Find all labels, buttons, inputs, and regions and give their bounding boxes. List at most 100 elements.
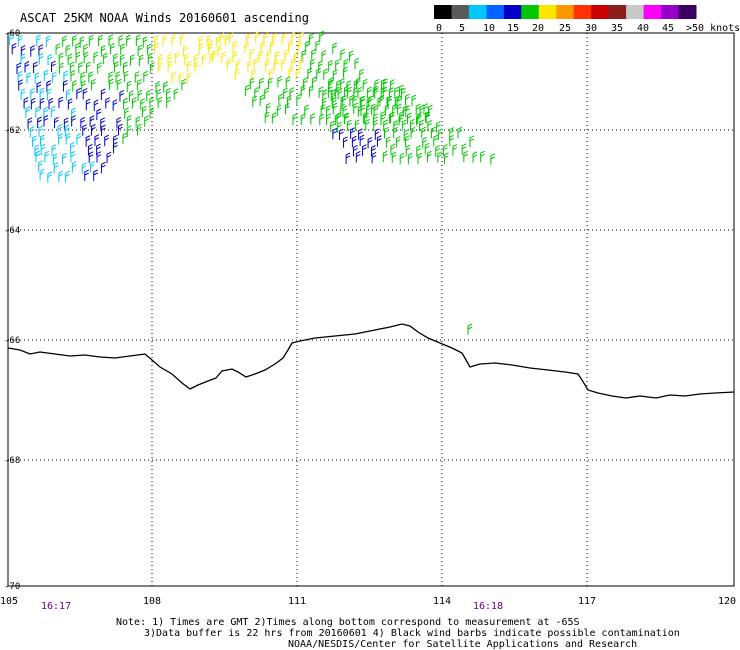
wind-barb bbox=[252, 95, 258, 108]
wind-barb bbox=[58, 52, 64, 65]
wind-barb bbox=[100, 45, 106, 57]
wind-barb bbox=[88, 34, 94, 47]
wind-barb bbox=[358, 128, 363, 140]
wind-barb bbox=[399, 110, 405, 123]
wind-barb bbox=[366, 97, 372, 109]
lon-label-117: 117 bbox=[578, 596, 596, 607]
wind-barb bbox=[43, 114, 49, 127]
wind-barb bbox=[137, 89, 143, 102]
wind-barb bbox=[81, 80, 86, 92]
wind-barb bbox=[88, 151, 94, 163]
wind-barb bbox=[424, 142, 430, 155]
legend-label-40: 40 bbox=[637, 23, 649, 34]
wind-barb bbox=[137, 79, 142, 91]
wind-barb bbox=[94, 134, 100, 146]
wind-barb bbox=[305, 40, 310, 53]
wind-barb bbox=[20, 53, 26, 65]
wind-barb bbox=[443, 152, 449, 164]
wind-barb bbox=[380, 111, 386, 123]
lat-label-70: -70 bbox=[4, 582, 20, 592]
wind-barb bbox=[249, 77, 255, 90]
wind-barb bbox=[346, 119, 352, 132]
wind-barb bbox=[157, 54, 163, 66]
wind-barb bbox=[149, 107, 155, 119]
legend-label-45: 45 bbox=[662, 23, 674, 34]
wind-barb bbox=[16, 62, 22, 74]
wind-barb bbox=[277, 75, 283, 88]
wind-barb bbox=[104, 134, 109, 147]
wind-barb bbox=[63, 117, 69, 129]
wind-barb bbox=[224, 34, 230, 46]
legend-label-35: 35 bbox=[611, 23, 623, 34]
wind-barb bbox=[355, 150, 361, 163]
wind-barb bbox=[167, 60, 173, 73]
legend-swatch bbox=[661, 5, 680, 19]
wind-barb bbox=[323, 68, 328, 80]
wind-barb bbox=[409, 118, 415, 131]
wind-barb bbox=[337, 87, 343, 100]
wind-barb bbox=[39, 97, 45, 110]
wind-barb bbox=[405, 105, 411, 117]
wind-barb bbox=[362, 78, 368, 91]
wind-barb bbox=[143, 70, 149, 83]
lon-label-114: 114 bbox=[433, 596, 451, 607]
legend-swatch bbox=[591, 5, 610, 19]
wind-barb bbox=[322, 97, 327, 109]
wind-barb bbox=[396, 95, 402, 108]
wind-barb bbox=[155, 81, 161, 93]
legend-swatch bbox=[626, 5, 645, 19]
wind-barb bbox=[318, 60, 323, 72]
wind-barb bbox=[156, 88, 162, 101]
wind-barb bbox=[399, 152, 405, 165]
wind-barb bbox=[126, 80, 132, 93]
wind-barb bbox=[181, 78, 187, 91]
wind-barb bbox=[126, 125, 132, 137]
wind-barb bbox=[109, 42, 115, 55]
wind-barb bbox=[76, 133, 82, 145]
wind-barb bbox=[303, 77, 308, 89]
wind-barb bbox=[259, 77, 264, 90]
wind-barb bbox=[362, 111, 368, 124]
wind-barb bbox=[381, 78, 386, 91]
wind-barb bbox=[332, 42, 338, 54]
wind-barb bbox=[349, 94, 355, 107]
wind-barb bbox=[374, 79, 380, 91]
wind-barb bbox=[292, 113, 298, 125]
wind-barb bbox=[388, 87, 394, 99]
wind-barb bbox=[336, 112, 342, 124]
wind-barb bbox=[472, 151, 478, 163]
wind-barb bbox=[70, 70, 76, 82]
wind-barb bbox=[430, 126, 436, 139]
wind-barb bbox=[75, 42, 81, 55]
wind-barb bbox=[116, 78, 122, 91]
wind-barb bbox=[54, 116, 59, 129]
lon-label-111: 111 bbox=[288, 596, 306, 607]
wind-barb bbox=[78, 61, 84, 74]
wind-barb bbox=[45, 35, 51, 47]
graticule bbox=[8, 33, 734, 586]
wind-barb bbox=[394, 86, 399, 99]
wind-barb bbox=[69, 61, 75, 73]
wind-barb bbox=[318, 86, 324, 98]
lon-label-105: 105 bbox=[0, 596, 18, 607]
wind-barb bbox=[126, 115, 132, 127]
wind-barb bbox=[417, 152, 423, 165]
wind-barb bbox=[345, 152, 351, 164]
legend-label-15: 15 bbox=[507, 23, 519, 34]
wind-barb bbox=[39, 168, 45, 181]
wind-barb bbox=[393, 120, 399, 132]
wind-barb bbox=[147, 53, 153, 65]
wind-barb bbox=[157, 96, 163, 109]
wind-barb bbox=[325, 105, 331, 117]
wind-barb bbox=[351, 135, 357, 148]
wind-barb bbox=[123, 97, 128, 110]
wind-barb bbox=[269, 40, 275, 52]
wind-barb bbox=[352, 95, 358, 107]
wind-barb bbox=[347, 86, 352, 99]
wind-barb bbox=[490, 153, 496, 165]
wind-barb bbox=[55, 43, 61, 55]
wind-barb bbox=[53, 162, 59, 174]
wind-barb bbox=[93, 51, 99, 64]
wind-barb bbox=[47, 53, 53, 66]
wind-barb bbox=[249, 48, 255, 61]
